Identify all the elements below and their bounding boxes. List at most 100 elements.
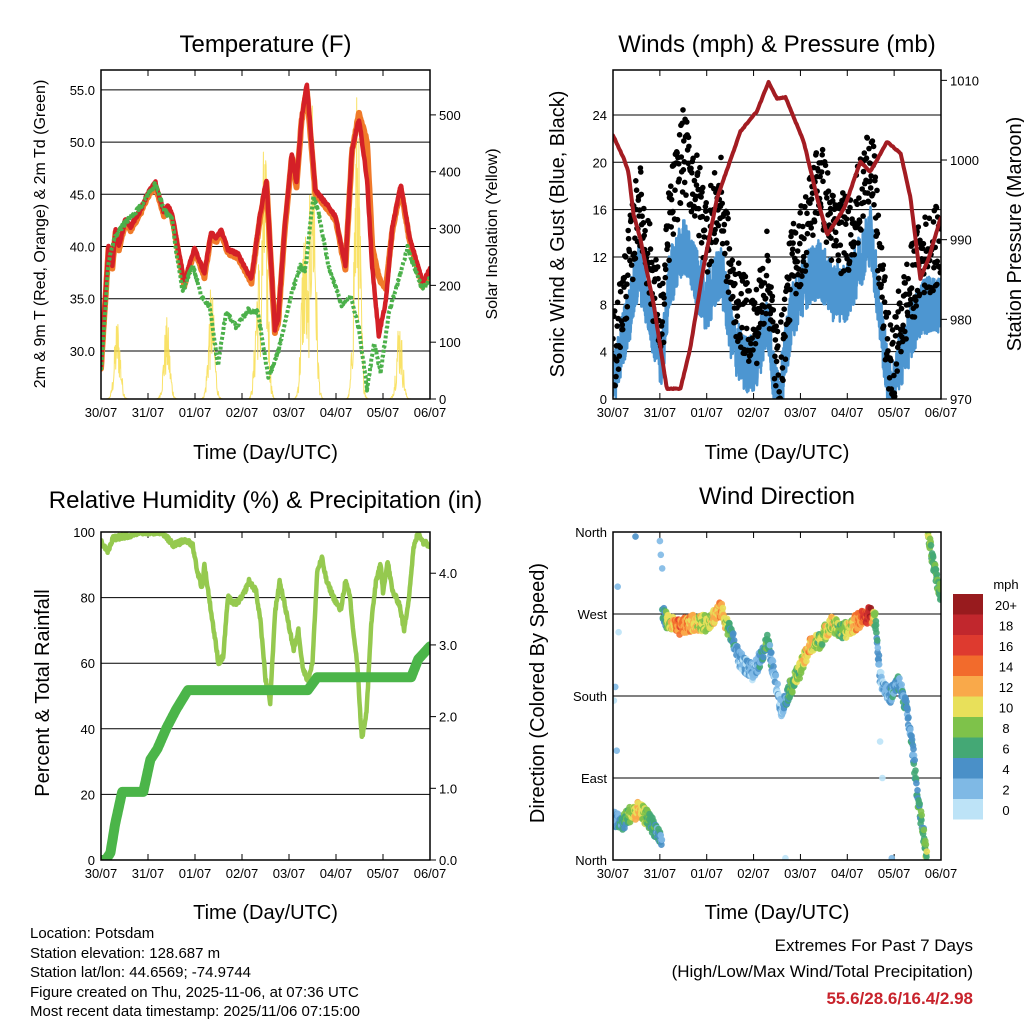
gust-point (614, 299, 621, 306)
gust-point (792, 230, 799, 236)
gust-point (824, 170, 831, 176)
gust-point (790, 240, 796, 246)
gust-point (623, 315, 630, 322)
gust-point (811, 218, 818, 225)
gust-point (681, 138, 687, 144)
legend-label: 14 (999, 660, 1013, 675)
gust-point (730, 293, 736, 300)
direction-point (912, 767, 919, 774)
gust-point (708, 258, 715, 265)
extremes-values: 55.6/28.6/16.4/2.98 (826, 989, 973, 1008)
gust-point (697, 164, 703, 171)
direction-point (910, 745, 917, 753)
gust-point (678, 154, 685, 160)
direction-point (764, 631, 771, 639)
speed-legend: mph 20+ 18 16 14 12 10 8 6 4 2 0 (953, 577, 1019, 820)
chart-title: Relative Humidity (%) & Precipitation (i… (49, 487, 482, 514)
gust-point (793, 290, 799, 297)
direction-point (916, 800, 923, 808)
gust-point (661, 295, 667, 301)
y-tick-label-right: 3.0 (439, 638, 457, 653)
y-axis-label: Direction (Colored By Speed) (527, 563, 549, 823)
gust-point (627, 257, 633, 264)
gust-point (632, 255, 639, 262)
extremes-summary: Extremes For Past 7 Days (High/Low/Max W… (672, 936, 973, 1008)
gust-point (613, 382, 618, 389)
y-tick-label-right: 400 (439, 165, 461, 180)
legend-swatch (953, 799, 983, 820)
gust-point (730, 266, 736, 273)
footer-elevation: Station elevation: 128.687 m (30, 945, 220, 962)
gust-point (819, 146, 826, 153)
gust-point (668, 224, 674, 230)
gust-point (900, 322, 906, 329)
gust-point (679, 120, 685, 127)
gust-point (695, 205, 702, 212)
direction-point (918, 811, 925, 819)
gust-point (732, 319, 739, 325)
gust-point (789, 246, 796, 252)
direction-point (903, 698, 910, 705)
legend-label: 0 (1002, 803, 1009, 818)
gust-point (820, 178, 826, 185)
gust-point (743, 297, 750, 304)
footer-info: Location: Potsdam Station elevation: 128… (30, 925, 360, 1020)
plot-area (613, 80, 941, 399)
direction-point (656, 537, 664, 545)
gust-point (641, 232, 647, 239)
gust-point (823, 239, 830, 245)
gust-point (761, 320, 767, 327)
extremes-title: Extremes For Past 7 Days (775, 936, 973, 955)
gust-point (746, 358, 752, 365)
direction-point (613, 683, 619, 691)
gust-point (888, 386, 895, 392)
gust-point (755, 330, 762, 337)
gust-point (934, 258, 941, 265)
gust-point (864, 135, 871, 141)
legend-swatch (953, 676, 983, 697)
gust-point (619, 326, 626, 333)
gust-point (868, 173, 874, 179)
y-tick-label: 12 (593, 250, 607, 265)
direction-point (913, 779, 920, 787)
x-tick-label: 02/07 (226, 405, 259, 420)
gust-point (762, 295, 769, 302)
gust-point (688, 165, 694, 172)
gust-point (803, 262, 809, 269)
gust-point (854, 201, 860, 208)
gust-point (843, 221, 849, 227)
gust-point (756, 324, 762, 331)
direction-point (929, 553, 937, 561)
gust-point (827, 210, 833, 217)
x-axis-label: Time (Day/UTC) (193, 442, 338, 464)
gust-point (666, 257, 672, 264)
gust-point (861, 150, 868, 156)
gust-point (719, 240, 726, 247)
x-tick-label: 05/07 (367, 405, 400, 420)
gust-point (735, 260, 742, 267)
gust-point (722, 250, 728, 257)
gust-point (899, 334, 905, 340)
gust-point (685, 134, 692, 141)
x-tick-label: 06/07 (925, 866, 958, 881)
gust-point (659, 319, 666, 325)
direction-point (879, 774, 886, 782)
gust-point (769, 293, 776, 300)
x-tick-label: 02/07 (737, 405, 770, 420)
gust-point (901, 274, 907, 280)
y-tick-label-right: 970 (950, 392, 972, 407)
gust-point (824, 195, 830, 201)
gust-point (843, 216, 850, 222)
chart-panel-0: Temperature (F) Time (Day/UTC) 2m & 9m T (… (32, 31, 501, 464)
gust-point (828, 235, 834, 241)
gust-point (701, 227, 708, 233)
gust-point (922, 214, 928, 220)
plot-frame (612, 531, 942, 861)
gust-point (797, 240, 803, 247)
direction-point (782, 854, 789, 860)
gust-point (822, 162, 829, 169)
gust-point (880, 262, 887, 269)
gust-point (721, 221, 728, 228)
gust-point (724, 240, 730, 246)
direction-point (923, 848, 931, 855)
